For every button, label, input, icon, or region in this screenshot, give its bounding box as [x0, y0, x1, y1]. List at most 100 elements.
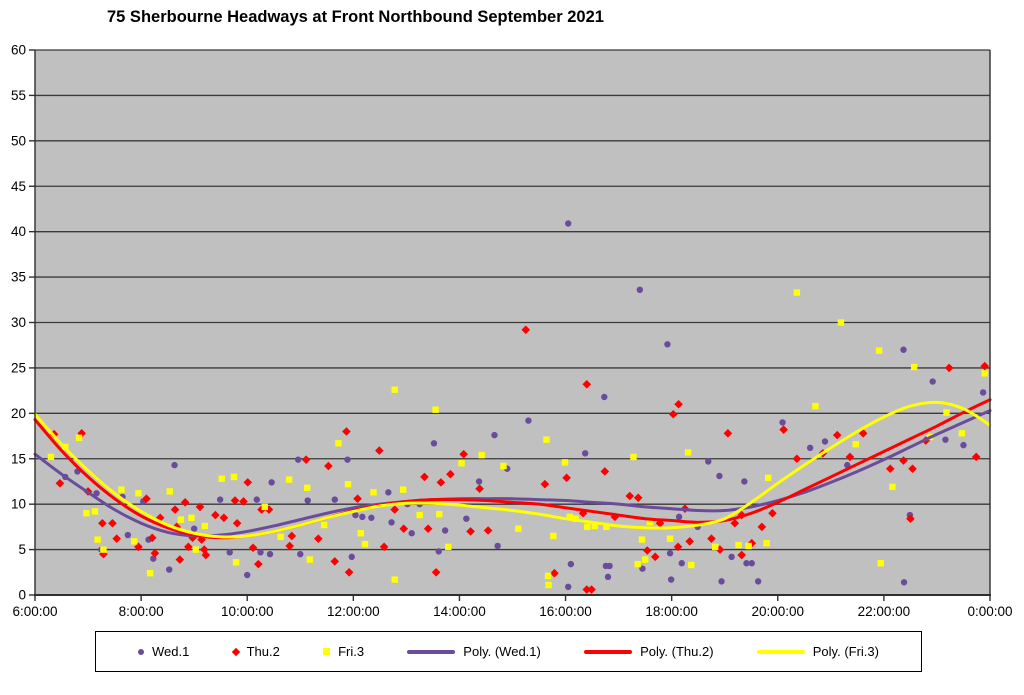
scatter-point-thu-2 [201, 550, 211, 560]
scatter-point-fri-3 [641, 556, 649, 563]
legend-entry-poly-fri-3-: Poly. (Fri.3) [756, 644, 879, 659]
scatter-point-wed-1 [565, 220, 572, 227]
scatter-point-fri-3 [177, 516, 185, 523]
scatter-point-thu-2 [650, 552, 660, 562]
scatter-point-fri-3 [877, 560, 884, 567]
scatter-point-wed-1 [567, 560, 575, 568]
scatter-point-fri-3 [958, 430, 966, 437]
scatter-point-wed-1 [348, 553, 355, 561]
scatter-point-thu-2 [582, 379, 592, 389]
legend-label: Poly. (Thu.2) [640, 644, 714, 659]
scatter-point-fri-3 [561, 459, 569, 466]
y-tick-label: 45 [11, 179, 26, 194]
y-tick-label: 15 [11, 451, 26, 466]
legend-entry-wed-1: Wed.1 [138, 644, 189, 659]
legend-label: Fri.3 [338, 644, 365, 659]
y-tick-label: 35 [11, 270, 26, 285]
scatter-point-thu-2 [980, 361, 989, 371]
scatter-point-fri-3 [852, 441, 859, 448]
legend-entry-thu-2: Thu.2 [231, 644, 280, 659]
legend-box: Wed.1 Thu.2 Fri.3 Poly. (Wed.1) Poly. (Thu.2… [95, 631, 922, 672]
scatter-point-fri-3 [763, 540, 770, 547]
scatter-point-thu-2 [858, 429, 868, 438]
scatter-point-fri-3 [192, 546, 199, 553]
scatter-point-thu-2 [180, 498, 190, 507]
scatter-point-fri-3 [566, 513, 573, 521]
scatter-point-thu-2 [431, 567, 441, 577]
scatter-point-fri-3 [75, 434, 83, 442]
scatter-point-thu-2 [379, 542, 389, 552]
y-tick-label: 25 [11, 360, 26, 375]
y-tick-label: 0 [18, 588, 26, 603]
scatter-point-thu-2 [230, 496, 240, 505]
scatter-point-thu-2 [475, 484, 484, 494]
scatter-point-thu-2 [324, 461, 333, 471]
scatter-point-thu-2 [239, 497, 248, 506]
x-tick-label: 18:00:00 [645, 604, 698, 619]
scatter-point-thu-2 [466, 527, 475, 536]
scatter-point-wed-1 [705, 458, 712, 465]
scatter-point-thu-2 [195, 502, 205, 512]
scatter-point-wed-1 [741, 478, 748, 485]
scatter-point-thu-2 [108, 518, 117, 528]
scatter-point-thu-2 [730, 518, 740, 528]
scatter-point-wed-1 [93, 490, 100, 497]
scatter-point-thu-2 [301, 455, 311, 464]
scatter-point-fri-3 [478, 451, 485, 459]
scatter-point-thu-2 [184, 542, 193, 552]
scatter-point-fri-3 [837, 319, 845, 326]
scatter-point-fri-3 [688, 561, 695, 569]
scatter-point-fri-3 [166, 488, 173, 495]
scatter-point-fri-3 [320, 521, 328, 529]
scatter-point-thu-2 [685, 537, 695, 546]
scatter-point-thu-2 [219, 513, 229, 523]
line-marker-icon [407, 649, 456, 654]
scatter-point-fri-3 [83, 510, 90, 517]
scatter-point-thu-2 [446, 469, 455, 479]
scatter-point-fri-3 [745, 542, 752, 550]
y-tick-label: 40 [11, 224, 26, 239]
scatter-point-fri-3 [436, 510, 443, 518]
scatter-point-thu-2 [832, 430, 842, 440]
scatter-point-wed-1 [435, 548, 442, 555]
scatter-point-thu-2 [483, 526, 493, 535]
scatter-point-wed-1 [190, 525, 198, 532]
x-tick-label: 10:00:00 [221, 604, 274, 619]
scatter-point-thu-2 [170, 505, 180, 514]
scatter-point-wed-1 [304, 497, 311, 504]
scatter-point-fri-3 [793, 289, 801, 296]
scatter-point-wed-1 [344, 456, 351, 463]
scatter-point-thu-2 [768, 508, 777, 518]
scatter-point-thu-2 [211, 510, 220, 520]
scatter-point-fri-3 [981, 370, 988, 377]
scatter-point-thu-2 [55, 478, 65, 488]
legend-label: Thu.2 [246, 644, 280, 659]
scatter-point-fri-3 [543, 436, 550, 443]
scatter-point-fri-3 [391, 386, 398, 393]
scatter-point-fri-3 [94, 536, 101, 543]
scatter-point-fri-3 [943, 409, 950, 416]
scatter-point-thu-2 [845, 452, 855, 462]
scatter-point-thu-2 [344, 567, 354, 577]
line-marker-icon [756, 649, 805, 654]
scatter-point-fri-3 [666, 535, 674, 542]
scatter-point-wed-1 [124, 531, 132, 539]
scatter-point-wed-1 [525, 417, 532, 424]
scatter-point-thu-2 [610, 512, 620, 522]
y-tick-label: 30 [11, 315, 26, 330]
scatter-point-wed-1 [331, 496, 338, 503]
scatter-point-wed-1 [268, 479, 275, 486]
scatter-point-thu-2 [792, 454, 802, 464]
scatter-point-wed-1 [257, 549, 264, 556]
scatter-point-wed-1 [368, 514, 375, 521]
scatter-point-wed-1 [636, 286, 644, 293]
scatter-point-wed-1 [388, 519, 395, 526]
scatter-point-thu-2 [112, 534, 122, 543]
scatter-point-wed-1 [821, 438, 829, 445]
scatter-point-wed-1 [664, 341, 671, 348]
scatter-point-wed-1 [494, 542, 501, 550]
scatter-point-thu-2 [971, 452, 981, 462]
scatter-point-thu-2 [188, 533, 197, 543]
scatter-point-fri-3 [232, 559, 240, 566]
scatter-point-fri-3 [889, 483, 896, 491]
